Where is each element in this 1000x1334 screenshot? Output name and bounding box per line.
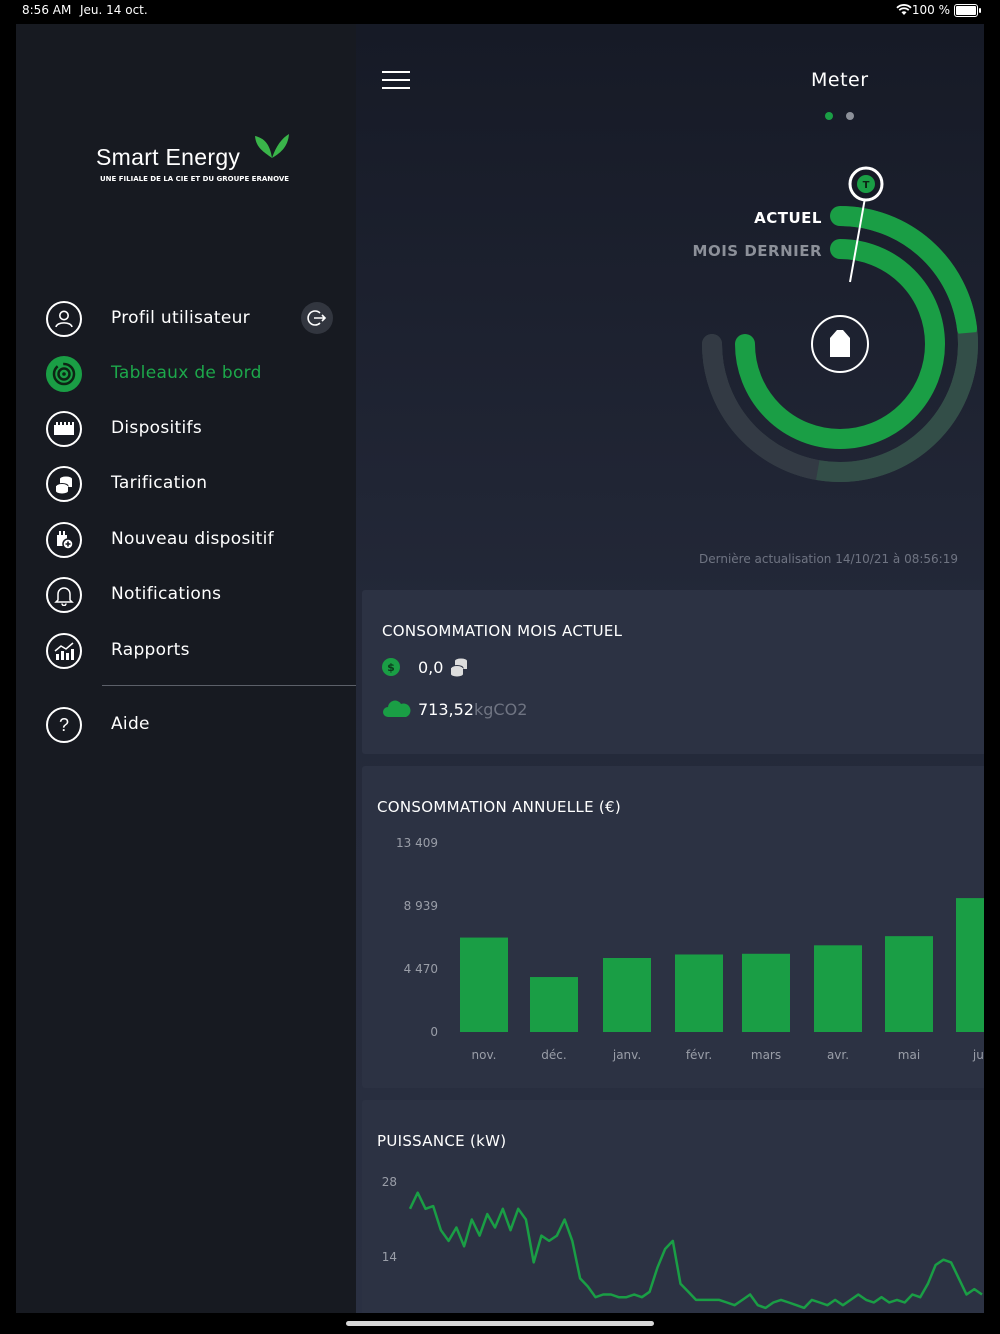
sidebar-item-label: Nouveau dispositif xyxy=(111,529,274,549)
logout-icon xyxy=(307,310,327,326)
x-tick-label: mars xyxy=(751,1048,781,1062)
help-icon: ? xyxy=(46,707,82,743)
sidebar-item-profil[interactable]: Profil utilisateur xyxy=(46,299,346,343)
x-tick-label: avr. xyxy=(827,1048,849,1062)
power-series-line xyxy=(408,1191,983,1310)
hamburger-menu-icon[interactable] xyxy=(382,71,410,89)
gauge-last-month-arc xyxy=(735,239,945,449)
leaf-icon xyxy=(255,134,289,158)
x-tick-label: janv. xyxy=(612,1048,641,1062)
y-tick-label: 28 xyxy=(382,1175,397,1189)
current-month-card: CONSOMMATION MOIS ACTUEL $ 0,0 713,52 kg… xyxy=(362,590,984,754)
sidebar-item-nouveau-dispositif[interactable]: Nouveau dispositif xyxy=(46,520,346,564)
status-bar: 8:56 AM Jeu. 14 oct. 100 % xyxy=(0,0,1000,22)
sidebar-item-label: Aide xyxy=(111,714,150,734)
wifi-icon xyxy=(896,4,912,15)
user-icon xyxy=(46,301,82,337)
sidebar-item-dispositifs[interactable]: Dispositifs xyxy=(46,409,346,453)
last-update-text: Dernière actualisation 14/10/21 à 08:56:… xyxy=(699,552,958,566)
gauge-needle xyxy=(849,197,866,283)
add-device-icon xyxy=(46,522,82,558)
sidebar-item-label: Tarification xyxy=(111,473,208,493)
sidebar-item-notifications[interactable]: Notifications xyxy=(46,575,346,619)
meter-icon xyxy=(46,411,82,447)
bar-0 xyxy=(460,937,508,1032)
annual-consumption-card: CONSOMMATION ANNUELLE (€) 0 4 470 8 939 13 … xyxy=(362,766,984,1088)
y-tick-label: 0 xyxy=(430,1025,438,1039)
x-tick-label: nov. xyxy=(472,1048,497,1062)
app-screen: Smart Energy UNE FILIALE DE LA CIE ET DU… xyxy=(16,24,984,1313)
bar-1 xyxy=(530,977,578,1032)
y-tick-label: 13 409 xyxy=(396,836,438,850)
smart-energy-logo: Smart Energy UNE FILIALE DE LA CIE ET DU… xyxy=(96,134,296,204)
sidebar-item-label: Notifications xyxy=(111,584,222,604)
x-tick-label: mai xyxy=(898,1048,920,1062)
gauge-actual-arc-top xyxy=(830,206,978,339)
gauge-marker-label: T xyxy=(863,180,870,191)
power-card: PUISSANCE (kW) 14 28 xyxy=(362,1100,984,1313)
sidebar-item-label: Tableaux de bord xyxy=(111,363,262,383)
consumption-gauge: T xyxy=(702,166,978,482)
page-dot-active[interactable] xyxy=(825,112,833,120)
annual-consumption-chart: 0 4 470 8 939 13 409 nov. déc. janv. févr. mars a… xyxy=(396,836,984,1062)
logo-tagline: UNE FILIALE DE LA CIE ET DU GROUPE ERANO… xyxy=(100,175,290,183)
power-chart: 14 28 xyxy=(382,1175,983,1310)
power-chart-title: PUISSANCE (kW) xyxy=(377,1132,507,1150)
bell-icon xyxy=(46,577,82,613)
bar-7 xyxy=(956,898,984,1032)
status-time: 8:56 AM xyxy=(22,3,72,17)
current-month-title: CONSOMMATION MOIS ACTUEL xyxy=(382,622,623,640)
battery-icon xyxy=(954,4,981,17)
y-tick-label: 8 939 xyxy=(404,899,438,913)
coins-icon xyxy=(450,658,467,677)
sidebar-divider xyxy=(102,685,356,686)
gauge-actual-track xyxy=(702,334,828,481)
gauge-label-actuel: ACTUEL xyxy=(754,209,822,227)
battery-percentage: 100 % xyxy=(911,3,950,17)
sidebar-item-rapports[interactable]: Rapports xyxy=(46,631,346,675)
annual-chart-title: CONSOMMATION ANNUELLE (€) xyxy=(377,798,622,816)
logo-name: Smart Energy xyxy=(96,144,241,170)
dashboard-main: Meter ACTUEL MOIS DERNIER T Dernière act… xyxy=(356,24,984,1313)
chart-icon xyxy=(46,633,82,669)
sidebar-item-label: Rapports xyxy=(111,640,190,660)
coins-icon xyxy=(46,466,82,502)
bar-5 xyxy=(814,945,862,1032)
sidebar-item-label: Dispositifs xyxy=(111,418,202,438)
y-tick-label: 14 xyxy=(382,1250,397,1264)
sidebar-item-aide[interactable]: ? Aide xyxy=(46,705,346,749)
y-tick-label: 4 470 xyxy=(404,962,438,976)
gauge-actual-remaining xyxy=(816,331,978,482)
x-tick-label: févr. xyxy=(686,1048,712,1062)
cloud-icon xyxy=(383,700,411,717)
dollar-icon: $ xyxy=(382,658,400,676)
bar-3 xyxy=(675,954,723,1032)
x-tick-label: déc. xyxy=(541,1048,566,1062)
co2-unit: kgCO2 xyxy=(474,700,528,719)
status-date: Jeu. 14 oct. xyxy=(80,3,148,17)
gauge-marker-dot xyxy=(857,175,875,193)
gauge-label-mois-dernier: MOIS DERNIER xyxy=(692,242,822,260)
dashboard-icon xyxy=(46,356,82,392)
current-month-co2: 713,52 xyxy=(418,700,474,719)
bar-2 xyxy=(603,958,651,1032)
x-tick-label: jui xyxy=(972,1048,984,1062)
sidebar-item-tarification[interactable]: Tarification xyxy=(46,464,346,508)
sidebar-item-tableaux-de-bord[interactable]: Tableaux de bord xyxy=(46,354,346,398)
meter-button-circle xyxy=(811,315,869,373)
bar-4 xyxy=(742,953,790,1032)
bar-6 xyxy=(885,936,933,1032)
logout-button[interactable] xyxy=(301,302,333,334)
home-indicator[interactable] xyxy=(346,1321,654,1326)
sidebar: Smart Energy UNE FILIALE DE LA CIE ET DU… xyxy=(16,24,356,1313)
meter-device-icon xyxy=(830,330,850,357)
page-dot[interactable] xyxy=(846,112,854,120)
current-month-cost: 0,0 xyxy=(418,658,444,677)
sidebar-item-label: Profil utilisateur xyxy=(111,308,250,328)
page-title: Meter xyxy=(811,69,869,91)
